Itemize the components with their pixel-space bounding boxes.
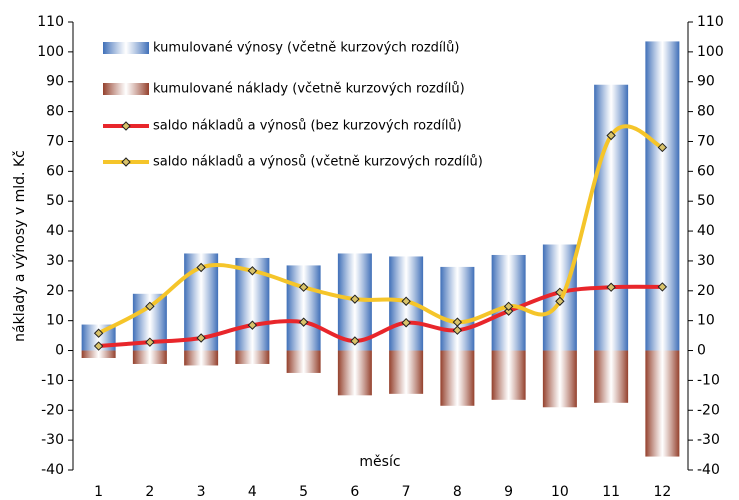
y2-tick-label: 80 (697, 104, 715, 120)
bar (440, 350, 475, 406)
marker (247, 266, 258, 276)
x-tick-label: 11 (602, 484, 620, 500)
y-tick-label: 70 (46, 133, 64, 149)
bar (337, 350, 372, 396)
bar (235, 350, 270, 364)
bar (184, 350, 219, 366)
legend-label: saldo nákladů a výnosů (bez kurzových ro… (153, 119, 462, 134)
marker (606, 130, 616, 141)
x-tick-label: 7 (402, 484, 411, 500)
marker (247, 320, 258, 330)
legend-label: saldo nákladů a výnosů (včetně kurzových… (153, 155, 483, 170)
y-tick-label: 30 (46, 253, 64, 269)
marker (145, 301, 155, 312)
bar (542, 350, 577, 408)
y2-tick-label: 20 (697, 283, 715, 299)
y-tick-label: -10 (41, 372, 64, 388)
x-tick-label: 12 (653, 484, 671, 500)
y-tick-label: 90 (46, 74, 64, 90)
marker (196, 262, 206, 273)
x-tick-label: 6 (350, 484, 359, 500)
y-tick-label: 40 (46, 223, 64, 239)
y2-tick-label: -30 (697, 432, 720, 448)
y2-tick-label: -20 (697, 402, 720, 418)
x-tick-label: 3 (197, 484, 206, 500)
bar (594, 350, 629, 403)
marker (452, 325, 463, 335)
y-tick-label: 60 (46, 163, 64, 179)
y-tick-label: 110 (37, 14, 64, 30)
x-tick-label: 2 (145, 484, 154, 500)
bar (645, 350, 680, 457)
legend-marker (121, 121, 131, 131)
x-tick-label: 4 (248, 484, 257, 500)
y-tick-label: 100 (37, 44, 64, 60)
marker (350, 336, 360, 346)
y-tick-label: 50 (46, 193, 64, 209)
marker (452, 317, 463, 327)
y2-tick-label: 40 (697, 223, 715, 239)
marker (350, 294, 360, 304)
bar (491, 350, 526, 400)
y2-tick-label: 110 (697, 14, 724, 30)
marker (503, 301, 514, 312)
marker (93, 341, 104, 351)
marker (401, 318, 411, 328)
bar (286, 265, 321, 351)
marker (196, 333, 206, 343)
x-tick-label: 1 (94, 484, 103, 500)
legend-label: kumulované náklady (včetně kurzových roz… (153, 82, 465, 97)
bar (132, 350, 167, 364)
marker (606, 282, 616, 292)
y2-tick-label: 70 (697, 133, 715, 149)
x-axis-label: měsíc (359, 454, 400, 470)
y2-tick-label: 60 (697, 163, 715, 179)
legend-marker (121, 157, 131, 167)
marker (657, 142, 668, 153)
marker (298, 317, 309, 327)
x-tick-label: 8 (453, 484, 462, 500)
y2-tick-label: -10 (697, 372, 720, 388)
bar (81, 350, 116, 358)
x-tick-label: 10 (551, 484, 569, 500)
bar (286, 350, 321, 373)
marker (401, 296, 411, 306)
y-tick-label: 0 (55, 343, 64, 359)
y-tick-label: 10 (46, 313, 64, 329)
legend-swatch (103, 83, 149, 95)
y2-tick-label: -40 (697, 462, 720, 478)
y-tick-label: -20 (41, 402, 64, 418)
legend-swatch (103, 42, 149, 54)
y2-tick-label: 0 (697, 343, 706, 359)
y-tick-label: 80 (46, 104, 64, 120)
marker (145, 337, 155, 347)
marker (657, 282, 668, 292)
y2-tick-label: 90 (697, 74, 715, 90)
y-axis-label: náklady a výnosy v mld. Kč (12, 150, 28, 342)
y2-tick-label: 50 (697, 193, 715, 209)
y2-tick-label: 100 (697, 44, 724, 60)
y-tick-label: -40 (41, 462, 64, 478)
x-tick-label: 9 (504, 484, 513, 500)
y-tick-label: -30 (41, 432, 64, 448)
bar (389, 350, 424, 394)
y2-tick-label: 30 (697, 253, 715, 269)
bar (594, 84, 629, 351)
marker (555, 296, 565, 306)
bar (645, 41, 680, 351)
y-tick-label: 20 (46, 283, 64, 299)
bar (440, 266, 475, 351)
line (98, 284, 663, 349)
x-tick-label: 5 (299, 484, 308, 500)
marker (298, 282, 309, 292)
marker (503, 306, 514, 316)
y2-tick-label: 10 (697, 313, 715, 329)
legend-label: kumulované výnosy (včetně kurzových rozd… (153, 41, 459, 56)
marker (93, 328, 104, 338)
